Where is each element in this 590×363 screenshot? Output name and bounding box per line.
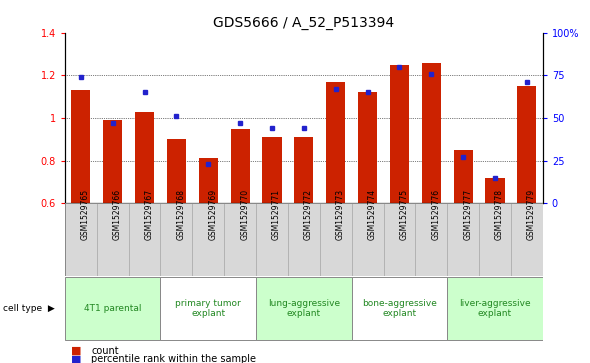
Bar xyxy=(326,82,345,331)
Text: GSM1529769: GSM1529769 xyxy=(208,189,217,240)
Bar xyxy=(65,203,97,276)
Bar xyxy=(358,92,377,331)
Bar xyxy=(352,203,384,276)
Text: GSM1529776: GSM1529776 xyxy=(431,189,440,240)
Text: GSM1529773: GSM1529773 xyxy=(336,189,345,240)
Bar xyxy=(415,203,447,276)
Bar xyxy=(263,137,281,331)
Bar xyxy=(454,150,473,331)
Bar xyxy=(129,203,160,276)
Text: cell type  ▶: cell type ▶ xyxy=(3,304,55,313)
Bar xyxy=(384,203,415,276)
Text: ■: ■ xyxy=(71,346,81,356)
Bar xyxy=(479,203,511,276)
Bar xyxy=(160,277,256,340)
Text: GSM1529768: GSM1529768 xyxy=(176,189,185,240)
Bar xyxy=(71,90,90,331)
Bar xyxy=(224,203,256,276)
Bar xyxy=(103,120,122,331)
Bar xyxy=(192,203,224,276)
Bar xyxy=(517,86,536,331)
Bar xyxy=(135,111,154,331)
Bar xyxy=(486,178,504,331)
Title: GDS5666 / A_52_P513394: GDS5666 / A_52_P513394 xyxy=(214,16,394,30)
Bar xyxy=(256,277,352,340)
Bar xyxy=(231,129,250,331)
Text: ■: ■ xyxy=(71,354,81,363)
Bar xyxy=(352,277,447,340)
Text: GSM1529777: GSM1529777 xyxy=(463,189,472,240)
Bar xyxy=(97,203,129,276)
Bar xyxy=(447,203,479,276)
Bar xyxy=(390,65,409,331)
Bar xyxy=(167,139,186,331)
Bar xyxy=(294,137,313,331)
Text: GSM1529774: GSM1529774 xyxy=(368,189,376,240)
Text: GSM1529767: GSM1529767 xyxy=(145,189,153,240)
Bar xyxy=(422,62,441,331)
Text: GSM1529779: GSM1529779 xyxy=(527,189,536,240)
Text: GSM1529766: GSM1529766 xyxy=(113,189,122,240)
Bar xyxy=(199,159,218,331)
Text: count: count xyxy=(91,346,119,356)
Text: GSM1529771: GSM1529771 xyxy=(272,189,281,240)
Text: GSM1529770: GSM1529770 xyxy=(240,189,249,240)
Bar xyxy=(320,203,352,276)
Bar xyxy=(256,203,288,276)
Bar xyxy=(65,277,160,340)
Text: lung-aggressive
explant: lung-aggressive explant xyxy=(268,299,340,318)
Bar xyxy=(511,203,543,276)
Text: 4T1 parental: 4T1 parental xyxy=(84,304,142,313)
Text: GSM1529772: GSM1529772 xyxy=(304,189,313,240)
Text: bone-aggressive
explant: bone-aggressive explant xyxy=(362,299,437,318)
Bar xyxy=(288,203,320,276)
Text: GSM1529775: GSM1529775 xyxy=(399,189,408,240)
Text: GSM1529778: GSM1529778 xyxy=(495,189,504,240)
Text: liver-aggressive
explant: liver-aggressive explant xyxy=(459,299,531,318)
Bar xyxy=(160,203,192,276)
Text: primary tumor
explant: primary tumor explant xyxy=(175,299,241,318)
Bar xyxy=(447,277,543,340)
Text: GSM1529765: GSM1529765 xyxy=(81,189,90,240)
Text: percentile rank within the sample: percentile rank within the sample xyxy=(91,354,257,363)
